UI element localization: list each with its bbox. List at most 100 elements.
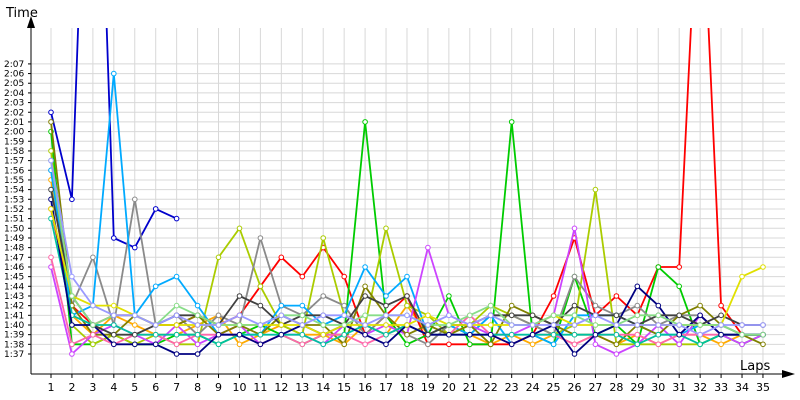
data-point <box>634 302 641 309</box>
data-point <box>362 312 368 319</box>
y-tick-label: 1:56 <box>4 166 24 176</box>
data-point <box>550 293 557 299</box>
data-point <box>571 225 578 232</box>
data-point <box>718 312 724 319</box>
data-point <box>257 341 264 348</box>
data-point <box>257 331 264 338</box>
data-point <box>634 322 641 328</box>
data-point <box>404 312 410 319</box>
data-point <box>194 351 201 357</box>
x-tick-label: 31 <box>672 381 686 394</box>
data-point <box>320 293 327 299</box>
data-point <box>446 341 452 348</box>
data-point <box>446 331 452 338</box>
x-tick-labels: 1 2 3 4 5 6 7 8 9 10 11 12 13 14 15 16 17 18 19 20 21 22 23 24 2… <box>48 374 770 394</box>
data-point <box>362 331 368 338</box>
data-point <box>48 119 54 125</box>
x-tick-label: 17 <box>379 381 393 394</box>
x-tick-label: 15 <box>337 381 351 394</box>
data-point <box>446 293 452 299</box>
x-tick-label: 1 <box>48 381 55 394</box>
data-point <box>278 254 285 261</box>
data-point <box>404 302 410 309</box>
data-point <box>613 331 620 338</box>
data-point <box>592 331 599 338</box>
x-tick-label: 27 <box>588 381 602 394</box>
x-tick-label: 16 <box>358 381 372 394</box>
data-point <box>278 312 285 319</box>
data-point <box>341 312 348 319</box>
x-tick-label: 10 <box>232 381 246 394</box>
data-point <box>550 331 557 338</box>
data-point <box>69 351 75 357</box>
data-point <box>173 273 180 280</box>
y-tick-label: 1:55 <box>4 176 24 186</box>
data-point <box>215 341 222 348</box>
data-point <box>299 322 306 328</box>
y-tick-label: 1:54 <box>4 186 24 196</box>
data-point <box>194 312 201 319</box>
y-tick-label: 2:01 <box>4 118 24 128</box>
data-point <box>739 273 745 280</box>
data-point <box>425 322 431 328</box>
data-point <box>613 293 620 299</box>
data-point <box>718 302 724 309</box>
data-point <box>320 322 327 328</box>
data-point <box>383 302 389 309</box>
data-point <box>550 341 557 348</box>
y-tick-label: 1:50 <box>4 224 24 234</box>
data-point <box>173 302 180 309</box>
data-point <box>718 341 724 348</box>
data-point <box>299 302 306 309</box>
data-point <box>655 264 662 270</box>
x-tick-label: 12 <box>274 381 288 394</box>
data-point <box>383 341 389 348</box>
data-point <box>739 331 745 338</box>
data-point <box>404 273 410 280</box>
data-point <box>634 283 641 290</box>
y-tick-labels: 1:371:381:391:401:411:421:431:441:451:46… <box>4 60 31 360</box>
x-tick-label: 5 <box>131 381 138 394</box>
data-point <box>236 225 243 232</box>
y-tick-label: 2:05 <box>4 79 24 89</box>
data-point <box>676 322 683 328</box>
data-point <box>697 341 703 348</box>
data-point <box>215 312 222 319</box>
y-tick-label: 2:02 <box>4 108 24 118</box>
data-point <box>194 322 201 328</box>
data-point <box>383 312 389 319</box>
y-tick-label: 2:07 <box>4 60 24 70</box>
data-point <box>634 341 641 348</box>
data-point <box>48 254 54 261</box>
data-point <box>69 293 75 299</box>
data-point <box>487 322 494 328</box>
y-tick-label: 2:04 <box>4 89 24 99</box>
data-point <box>697 302 703 309</box>
data-point <box>362 293 368 299</box>
data-point <box>425 331 431 338</box>
data-point <box>236 331 243 338</box>
x-tick-label: 21 <box>463 381 477 394</box>
data-point <box>362 341 368 348</box>
x-tick-label: 29 <box>630 381 644 394</box>
data-point <box>404 293 410 299</box>
data-point <box>90 254 96 261</box>
x-tick-label: 9 <box>215 381 222 394</box>
data-point <box>194 331 201 338</box>
y-tick-label: 2:06 <box>4 70 24 80</box>
data-point <box>111 70 117 77</box>
data-point <box>571 302 578 309</box>
data-point <box>152 322 159 328</box>
data-point <box>655 312 662 319</box>
data-point <box>508 341 515 348</box>
x-tick-label: 19 <box>421 381 435 394</box>
data-point <box>90 331 96 338</box>
x-tick-label: 13 <box>295 381 309 394</box>
data-point <box>487 312 494 319</box>
y-tick-label: 1:57 <box>4 157 24 167</box>
data-point <box>48 157 54 164</box>
y-tick-label: 1:39 <box>4 331 24 341</box>
data-point <box>550 322 557 328</box>
data-point <box>152 283 159 290</box>
data-point <box>592 322 599 328</box>
